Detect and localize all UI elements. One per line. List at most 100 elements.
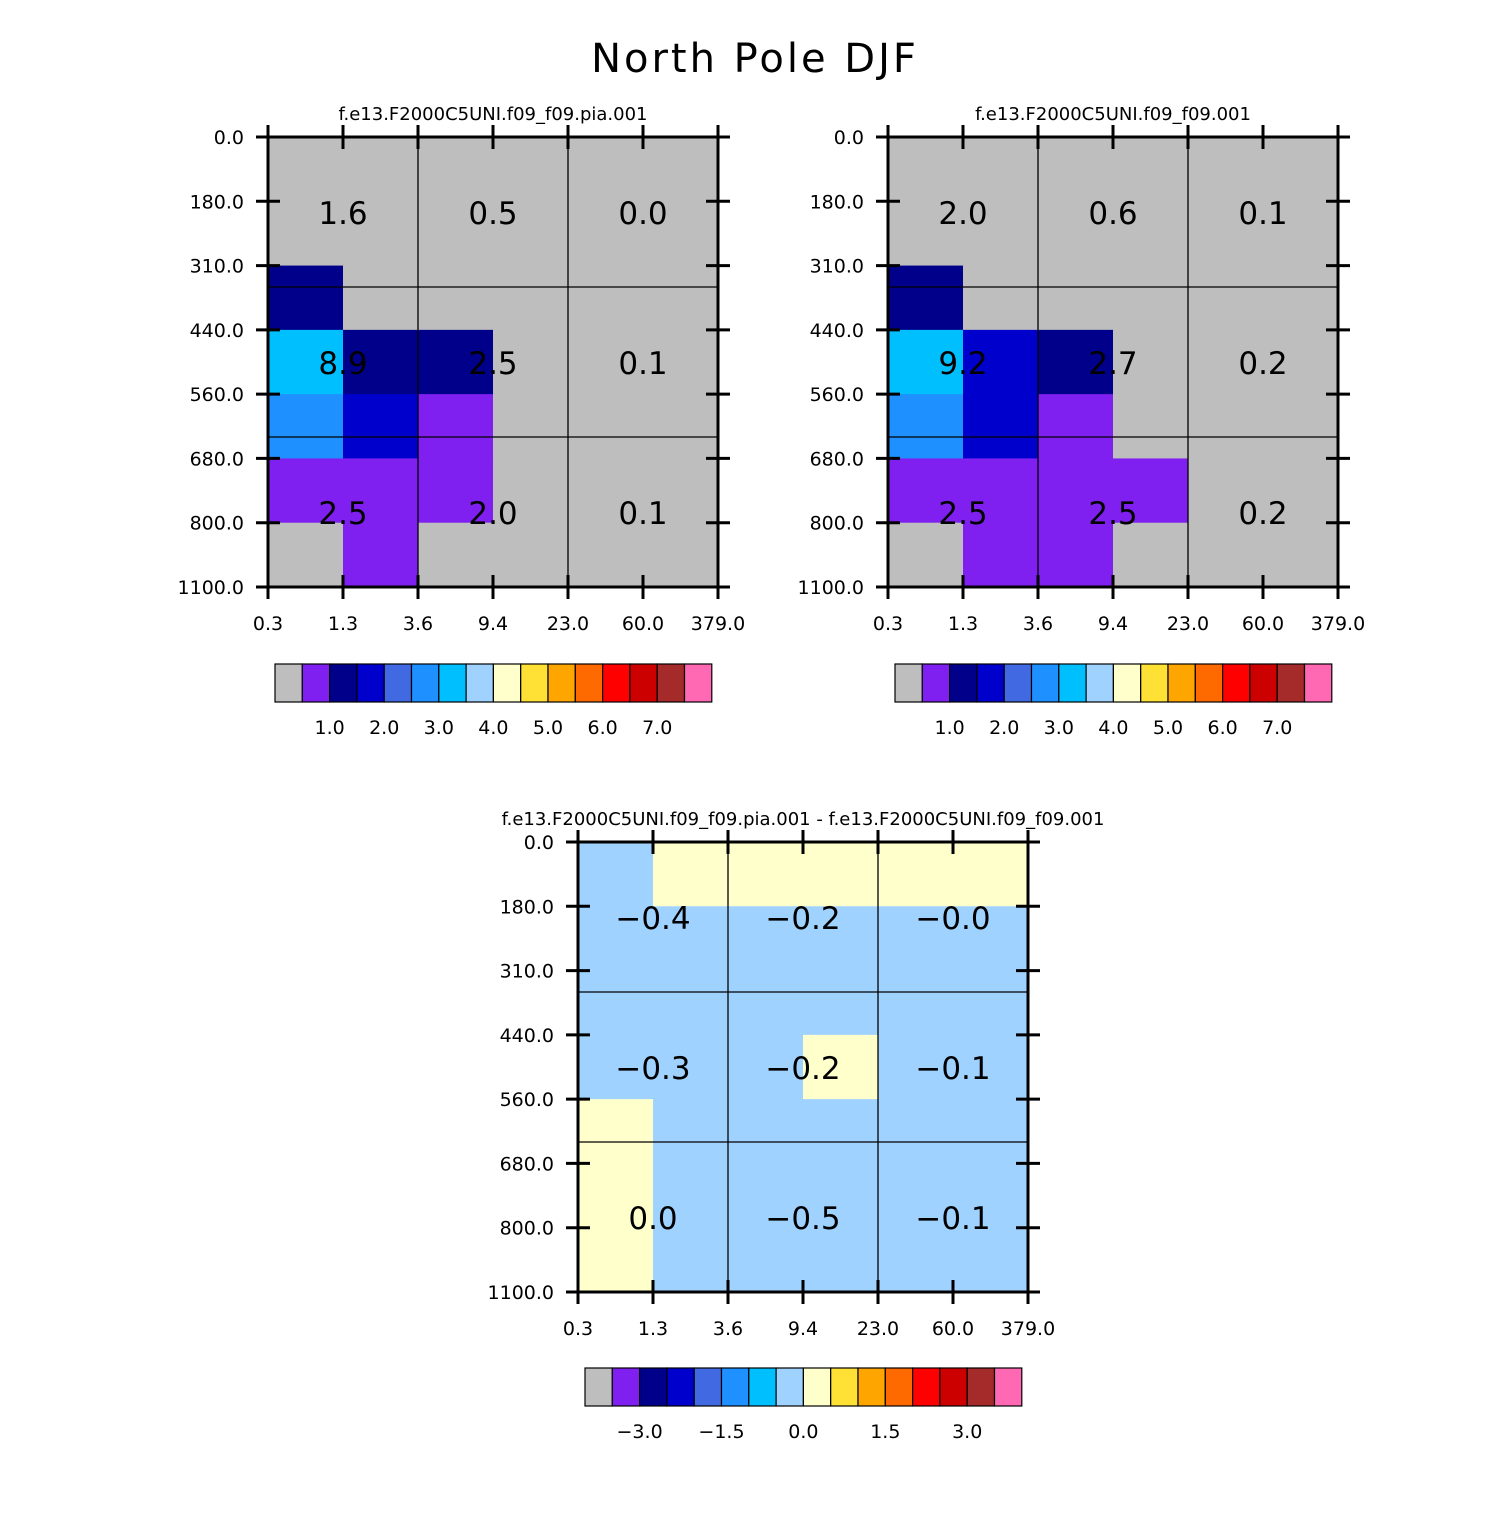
heatmap-cell (343, 265, 419, 331)
heatmap-cell (578, 842, 654, 907)
x-axis (886, 125, 1340, 599)
y-tick-label: 1100.0 (488, 1282, 554, 1304)
heatmap-cell (953, 906, 1029, 972)
heatmap-cell (888, 137, 964, 202)
heatmap-cell (643, 201, 719, 267)
y-tick-label: 560.0 (190, 384, 244, 406)
heatmap-cell (888, 458, 964, 524)
y-tick-label: 440.0 (810, 320, 864, 342)
colorbar-label: 6.0 (1207, 717, 1237, 739)
x-tick-label: 3.6 (1023, 613, 1053, 635)
y-tick-label: 310.0 (190, 256, 244, 278)
cell-value-label: 0.5 (468, 196, 517, 232)
heatmap-cell (268, 458, 344, 524)
heatmap-cell (803, 1034, 879, 1100)
colorbar-box (656, 663, 686, 703)
cell-value-label: 0.1 (1238, 196, 1287, 232)
heatmap-cell (1263, 201, 1339, 267)
cell-value-label: 0.0 (618, 196, 667, 232)
panel-difference: f.e13.F2000C5UNI.f09_f09.pia.001 - f.e13… (488, 809, 1105, 1443)
colorbar-box (356, 663, 385, 703)
heatmap-cell (568, 201, 644, 267)
y-tick-label: 180.0 (500, 896, 554, 918)
heatmap-cell (493, 394, 569, 460)
y-tick-label: 560.0 (500, 1089, 554, 1111)
cell-value-label: 0.1 (618, 496, 667, 532)
colorbar-label: 3.0 (1044, 717, 1074, 739)
cell-value-label: −0.1 (915, 1201, 990, 1237)
cell-value-label: 2.0 (468, 496, 517, 532)
grid-lines (268, 137, 718, 587)
colorbar-box (1249, 663, 1278, 703)
x-tick-label: 23.0 (547, 613, 589, 635)
panel-title: f.e13.F2000C5UNI.f09_f09.pia.001 (338, 104, 647, 125)
x-tick-label: 9.4 (788, 1318, 818, 1340)
heatmap-cell (878, 970, 954, 1036)
heatmap-cells (578, 842, 1029, 1293)
colorbar-box (1030, 663, 1060, 703)
heatmap-cell (953, 970, 1029, 1036)
y-axis (566, 840, 1040, 1294)
heatmap-cells (888, 137, 1339, 588)
heatmap-cell (963, 265, 1039, 331)
cell-value-label: −0.4 (615, 901, 690, 937)
colorbar-box (857, 1367, 886, 1407)
heatmap-cell (963, 394, 1039, 460)
x-tick-label: 379.0 (1001, 1318, 1055, 1340)
heatmap-cell (493, 458, 569, 524)
colorbar-box (465, 663, 495, 703)
colorbar-box (301, 663, 331, 703)
colorbar-box (329, 663, 358, 703)
heatmap-cell (1263, 458, 1339, 524)
heatmap-cell (653, 1034, 729, 1100)
cell-value-label: −0.1 (915, 1051, 990, 1087)
colorbar-box (1140, 663, 1169, 703)
heatmap-cell (643, 137, 719, 202)
x-tick-label: 0.3 (253, 613, 283, 635)
heatmap-cell (653, 1163, 729, 1229)
heatmap-cell (1263, 265, 1339, 331)
colorbar-box (601, 663, 631, 703)
y-tick-label: 440.0 (500, 1025, 554, 1047)
colorbar-box (976, 663, 1005, 703)
heatmap-cell (568, 329, 644, 395)
colorbar-label: −3.0 (617, 1421, 663, 1443)
colorbar-box (884, 1367, 914, 1407)
heatmap-cell (728, 1034, 804, 1100)
colorbar-box (611, 1367, 641, 1407)
heatmap-cell (728, 842, 804, 907)
colorbar-box (438, 663, 467, 703)
colorbar-box (492, 663, 522, 703)
heatmap-cell (268, 522, 344, 588)
heatmap-cell (1038, 522, 1114, 588)
heatmap-cell (268, 265, 344, 331)
colorbar-box (584, 1367, 613, 1407)
heatmap-cell (1188, 458, 1264, 524)
heatmap-cell (878, 1227, 954, 1293)
heatmap-cell (493, 329, 569, 395)
cell-value-label: 0.6 (1088, 196, 1137, 232)
heatmap-cell (1038, 458, 1114, 524)
colorbar-box (911, 1367, 941, 1407)
heatmap-cells (268, 137, 719, 588)
heatmap-cell (653, 1099, 729, 1165)
cell-value-label: 0.2 (1238, 346, 1287, 382)
heatmap-cell (643, 265, 719, 331)
heatmap-cell (1113, 458, 1189, 524)
colorbar-label: 7.0 (1262, 717, 1292, 739)
cell-value-label: −0.2 (765, 1051, 840, 1087)
y-tick-label: 310.0 (810, 256, 864, 278)
colorbar-label: 3.0 (952, 1421, 982, 1443)
y-tick-label: 800.0 (500, 1218, 554, 1240)
y-tick-label: 310.0 (500, 961, 554, 983)
cell-value-label: 2.5 (468, 346, 517, 382)
y-tick-label: 180.0 (810, 191, 864, 213)
y-tick-label: 680.0 (190, 448, 244, 470)
colorbar-box (894, 663, 923, 703)
cell-value-label: 2.5 (318, 496, 367, 532)
x-tick-label: 1.3 (948, 613, 978, 635)
heatmap-cell (963, 329, 1039, 395)
cell-value-label: 1.6 (318, 196, 367, 232)
heatmap-cell (803, 970, 879, 1036)
